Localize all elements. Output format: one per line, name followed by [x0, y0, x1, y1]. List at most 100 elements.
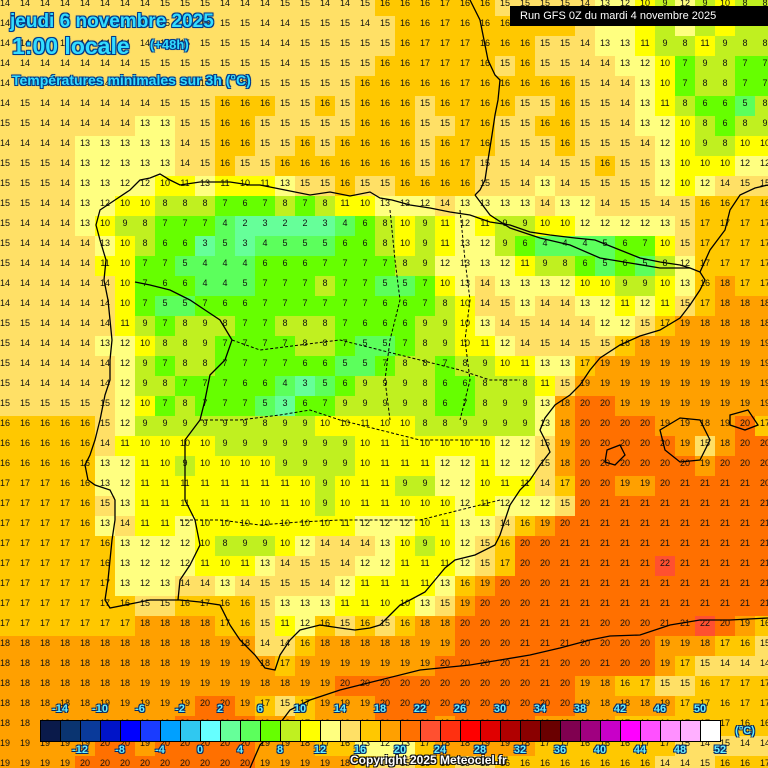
- temperature-value: 21: [639, 578, 650, 588]
- temperature-value: 13: [99, 238, 110, 248]
- temperature-value: 14: [559, 178, 570, 188]
- temperature-value: 13: [459, 258, 470, 268]
- temperature-value: 14: [639, 138, 650, 148]
- temperature-value: 20: [579, 438, 590, 448]
- field-cell: [435, 76, 455, 96]
- temperature-value: 9: [762, 118, 768, 128]
- temperature-value: 18: [419, 618, 430, 628]
- temperature-value: 18: [159, 638, 170, 648]
- field-cell: [415, 76, 435, 96]
- temperature-value: 19: [319, 758, 330, 768]
- temperature-value: 12: [579, 218, 590, 228]
- temperature-value: 13: [99, 178, 110, 188]
- field-cell: [335, 136, 355, 156]
- temperature-value: 12: [459, 538, 470, 548]
- temperature-value: 8: [162, 378, 168, 388]
- field-cell: [335, 156, 355, 176]
- temperature-value: 20: [619, 618, 630, 628]
- temperature-value: 15: [159, 0, 170, 8]
- temperature-value: 8: [482, 398, 488, 408]
- temperature-value: 6: [402, 318, 408, 328]
- temperature-value: 16: [519, 78, 530, 88]
- temperature-value: 11: [260, 478, 270, 488]
- temperature-value: 21: [599, 658, 610, 668]
- temperature-value: 17: [459, 98, 470, 108]
- temperature-value: 7: [262, 198, 268, 208]
- field-cell: [615, 156, 635, 176]
- temperature-value: 17: [59, 518, 70, 528]
- temperature-value: 16: [379, 78, 390, 88]
- field-cell: [155, 16, 175, 36]
- field-cell: [675, 36, 695, 56]
- temperature-value: 7: [262, 338, 268, 348]
- field-cell: [555, 96, 575, 116]
- temperature-value: 14: [79, 238, 90, 248]
- temperature-value: 13: [659, 158, 670, 168]
- temperature-value: 12: [599, 218, 610, 228]
- field-cell: [335, 56, 355, 76]
- temperature-value: 19: [619, 478, 630, 488]
- temperature-value: 19: [739, 338, 750, 348]
- field-cell: [655, 116, 675, 136]
- temperature-value: 21: [559, 538, 570, 548]
- temperature-value: 21: [599, 498, 610, 508]
- temperature-value: 12: [459, 498, 470, 508]
- temperature-value: 7: [342, 258, 348, 268]
- temperature-value: 15: [299, 178, 310, 188]
- temperature-value: 10: [179, 438, 190, 448]
- temperature-value: 16: [99, 538, 110, 548]
- temperature-value: 7: [262, 298, 268, 308]
- temperature-value: 19: [179, 678, 190, 688]
- temperature-value: 12: [499, 338, 510, 348]
- temperature-value: 13: [159, 118, 170, 128]
- temperature-value: 8: [762, 98, 768, 108]
- temperature-value: 21: [559, 618, 570, 628]
- temperature-value: 20: [479, 678, 490, 688]
- field-cell: [55, 216, 75, 236]
- temperature-value: 19: [759, 358, 768, 368]
- temperature-value: 15: [99, 398, 110, 408]
- temperature-value: 10: [459, 298, 470, 308]
- temperature-value: 7: [382, 258, 388, 268]
- field-cell: [435, 36, 455, 56]
- temperature-value: 19: [699, 398, 710, 408]
- temperature-value: 14: [39, 238, 50, 248]
- temperature-value: 14: [0, 98, 10, 108]
- temperature-value: 19: [219, 638, 230, 648]
- temperature-value: 7: [242, 358, 248, 368]
- temperature-value: 10: [119, 258, 130, 268]
- temperature-value: 19: [299, 678, 310, 688]
- legend-label-bottom: 0: [196, 744, 204, 756]
- temperature-value: 20: [359, 678, 370, 688]
- temperature-value: 13: [119, 158, 130, 168]
- legend-swatch: [61, 721, 81, 741]
- temperature-value: 9: [482, 358, 488, 368]
- field-cell: [695, 96, 715, 116]
- field-cell: [135, 0, 155, 16]
- temperature-value: 15: [279, 78, 290, 88]
- temperature-value: 19: [139, 678, 150, 688]
- temperature-value: 15: [179, 118, 190, 128]
- temperature-value: 11: [140, 458, 150, 468]
- temperature-value: 11: [360, 478, 370, 488]
- temperature-value: 14: [19, 338, 30, 348]
- field-cell: [595, 96, 615, 116]
- temperature-value: 9: [322, 458, 328, 468]
- temperature-value: 6: [442, 398, 448, 408]
- temperature-value: 21: [759, 498, 768, 508]
- field-cell: [375, 136, 395, 156]
- temperature-value: 21: [599, 558, 610, 568]
- temperature-value: 17: [719, 678, 730, 688]
- temperature-value: 11: [380, 458, 390, 468]
- field-cell: [55, 56, 75, 76]
- field-cell: [355, 76, 375, 96]
- temperature-value: 16: [519, 38, 530, 48]
- legend-label-top: 14: [333, 703, 347, 715]
- field-cell: [95, 56, 115, 76]
- field-cell: [695, 76, 715, 96]
- temperature-value: 16: [219, 118, 230, 128]
- temperature-value: 20: [579, 458, 590, 468]
- field-cell: [235, 156, 255, 176]
- temperature-value: 21: [679, 578, 690, 588]
- temperature-value: 12: [299, 538, 310, 548]
